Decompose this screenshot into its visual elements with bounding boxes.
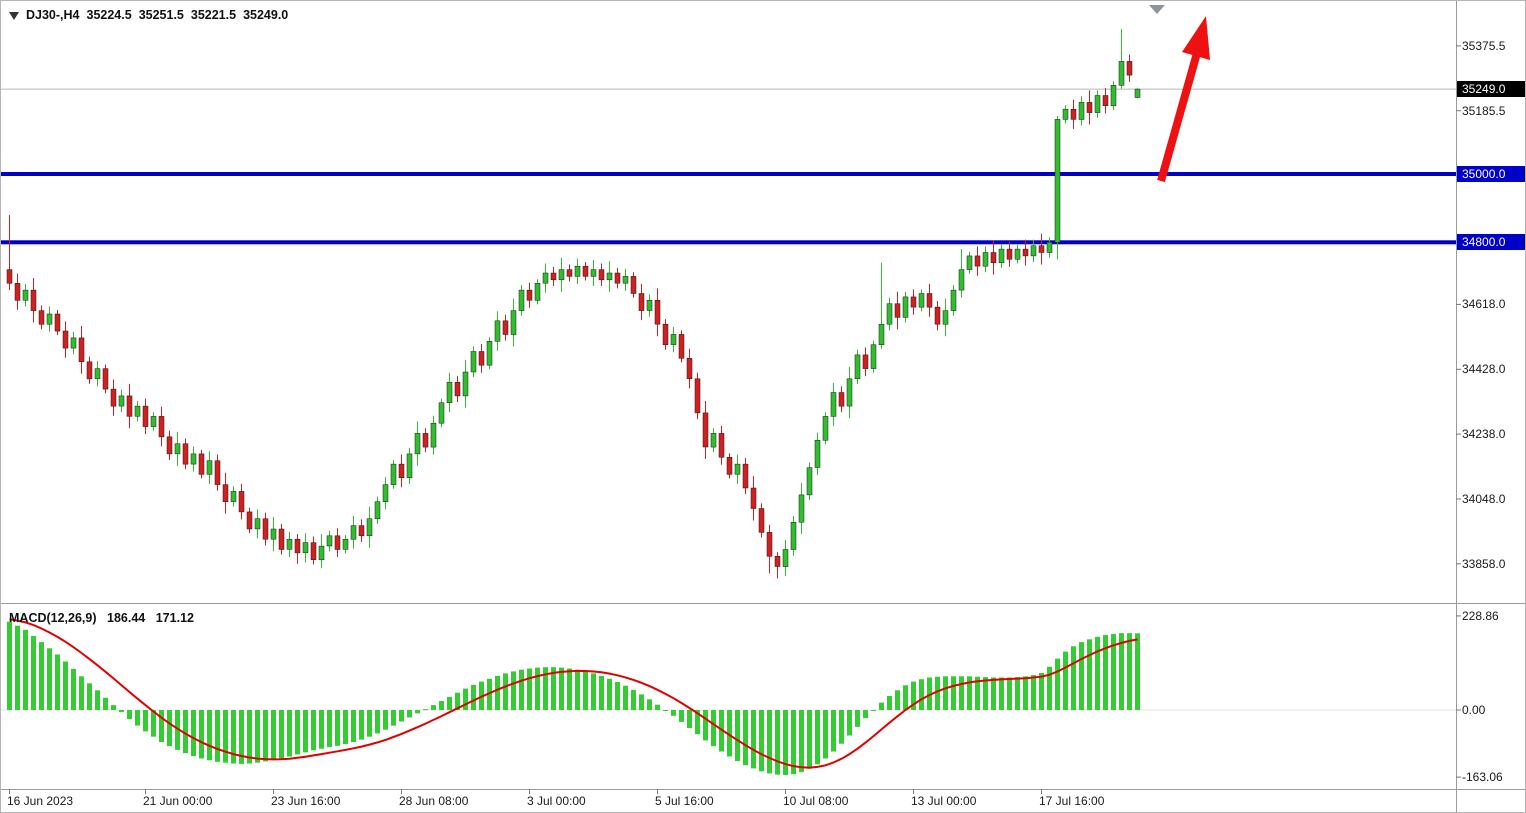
- level-price-label: 35000.0: [1457, 166, 1525, 182]
- time-axis-label: 5 Jul 16:00: [655, 794, 714, 808]
- symbol-triangle-icon: [9, 12, 19, 20]
- price-tick-label: 34238.0: [1462, 427, 1506, 441]
- object-anchor-icon[interactable]: [1149, 5, 1165, 14]
- current-price-label: 35249.0: [1457, 81, 1525, 97]
- ohlc-header: DJ30-,H4 35224.5 35251.5 35221.5 35249.0: [9, 8, 288, 22]
- price-tick-label: 33858.0: [1462, 557, 1506, 571]
- time-axis-label: 3 Jul 00:00: [527, 794, 586, 808]
- horizontal-level-line[interactable]: [1, 240, 1456, 245]
- price-tick-label: 35185.5: [1462, 104, 1506, 118]
- level-price-label: 34800.0: [1457, 234, 1525, 250]
- macd-tick-label: -163.06: [1462, 770, 1503, 784]
- open-value: 35224.5: [86, 8, 132, 22]
- time-axis-label: 16 Jun 2023: [7, 794, 74, 808]
- time-axis-label: 28 Jun 08:00: [399, 794, 469, 808]
- macd-header: MACD(12,26,9) 186.44 171.12: [9, 611, 201, 625]
- time-axis-label: 13 Jul 00:00: [911, 794, 977, 808]
- macd-signal-line: [9, 618, 1138, 769]
- candlesticks-layer[interactable]: [6, 29, 1141, 579]
- macd-histogram-layer[interactable]: [7, 621, 1140, 775]
- time-axis-label: 21 Jun 00:00: [143, 794, 213, 808]
- horizontal-level-line[interactable]: [1, 172, 1456, 176]
- macd-main-value: 186.44: [107, 611, 146, 625]
- macd-tick-label: 228.86: [1462, 609, 1499, 623]
- close-value: 35249.0: [243, 8, 289, 22]
- time-axis-label: 23 Jun 16:00: [271, 794, 341, 808]
- time-axis-label: 17 Jul 16:00: [1039, 794, 1105, 808]
- price-tick-label: 34048.0: [1462, 492, 1506, 506]
- macd-signal-value: 171.12: [155, 611, 194, 625]
- symbol-timeframe-label: DJ30-,H4: [26, 8, 80, 22]
- price-tick-label: 35375.5: [1462, 39, 1506, 53]
- macd-indicator-label: MACD(12,26,9): [9, 611, 97, 625]
- price-tick-label: 34618.0: [1462, 297, 1506, 311]
- price-tick-label: 34428.0: [1462, 362, 1506, 376]
- macd-tick-label: 0.00: [1462, 703, 1486, 717]
- time-axis-label: 10 Jul 08:00: [783, 794, 849, 808]
- trend-arrow-object[interactable]: [1157, 16, 1210, 183]
- high-value: 35251.5: [138, 8, 184, 22]
- low-value: 35221.5: [190, 8, 237, 22]
